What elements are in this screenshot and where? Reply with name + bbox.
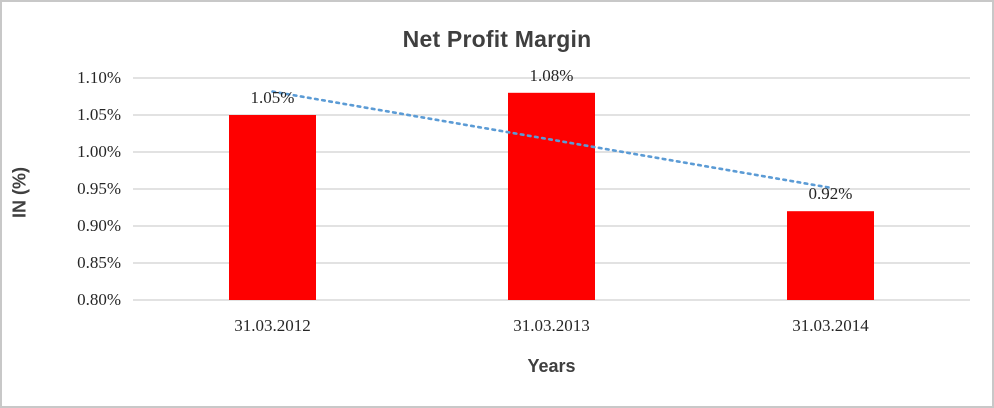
chart-title: Net Profit Margin bbox=[402, 26, 592, 52]
trendline bbox=[271, 90, 832, 190]
bar bbox=[229, 115, 316, 300]
x-tick-label: 31.03.2014 bbox=[792, 316, 869, 335]
data-label: 1.08% bbox=[529, 65, 574, 85]
y-tick-label: 1.05% bbox=[77, 105, 121, 124]
x-tick-label: 31.03.2013 bbox=[513, 316, 590, 335]
y-tick-label: 0.85% bbox=[77, 253, 121, 272]
bar bbox=[508, 92, 595, 300]
y-tick-label: 0.95% bbox=[77, 179, 121, 198]
y-tick-label: 0.80% bbox=[77, 290, 121, 309]
data-label: 1.05% bbox=[250, 88, 295, 107]
data-label: 0.92% bbox=[808, 184, 853, 204]
x-tick-label: 31.03.2012 bbox=[234, 316, 311, 335]
y-tick-label: 1.00% bbox=[77, 142, 121, 161]
y-tick-label: 1.10% bbox=[77, 68, 121, 87]
x-axis-title: Years bbox=[527, 356, 576, 376]
bar bbox=[787, 211, 874, 300]
y-tick-label: 0.90% bbox=[77, 216, 121, 235]
